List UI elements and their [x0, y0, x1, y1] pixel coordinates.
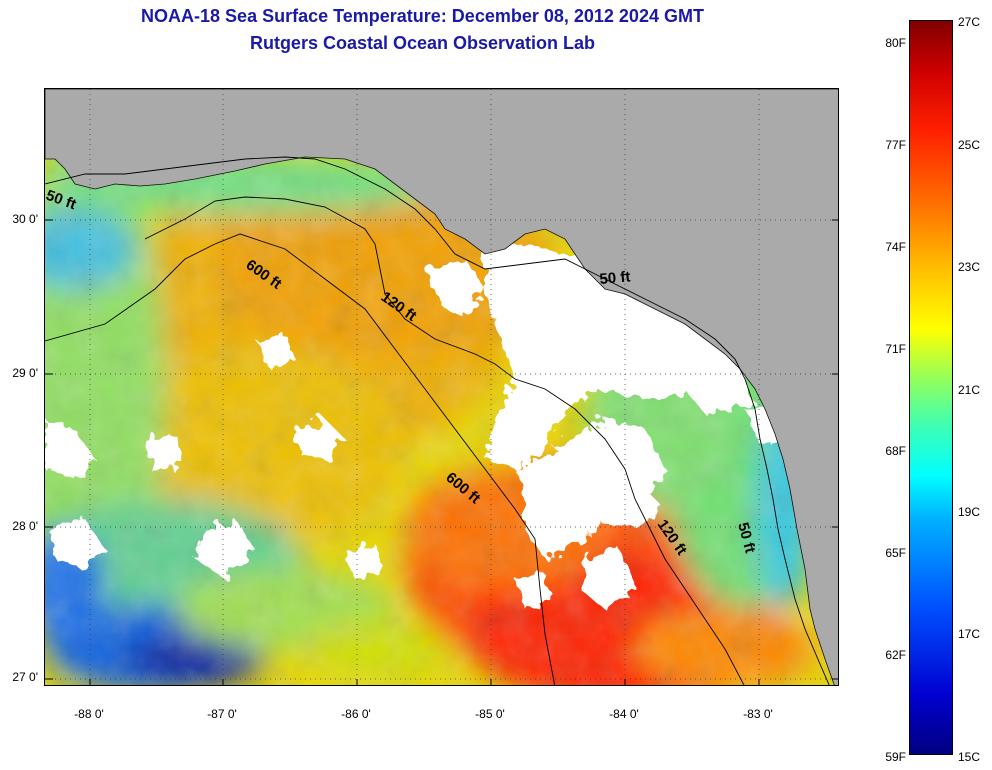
lon-label-87: -87 0': [207, 707, 237, 721]
lon-label-84: -84 0': [609, 707, 639, 721]
colorbar-c-label: 17C: [958, 627, 981, 641]
colorbar-f-label: 68F: [885, 444, 906, 458]
sst-map-graphic: 50 ft 600 ft 120 ft 50 ft 600 ft 120 ft …: [45, 89, 838, 685]
colorbar-f-label: 71F: [885, 342, 906, 356]
colorbar-f-label: 77F: [885, 138, 906, 152]
colorbar-f-label: 65F: [885, 546, 906, 560]
axis-ticks: [45, 219, 838, 685]
sst-map: 50 ft 600 ft 120 ft 50 ft 600 ft 120 ft …: [44, 88, 839, 686]
contour-600ft: [45, 233, 556, 685]
contour-120ft: [144, 196, 745, 685]
map-subtitle: Rutgers Coastal Ocean Observation Lab: [249, 33, 596, 53]
lat-label-29: 29 0': [12, 366, 38, 380]
map-title: NOAA-18 Sea Surface Temperature: Decembe…: [141, 6, 704, 26]
contour-label: 50 ft: [599, 268, 631, 288]
lon-label-83: -83 0': [743, 707, 773, 721]
colorbar-f-label: 59F: [885, 750, 906, 764]
lon-label-86: -86 0': [341, 707, 371, 721]
colorbar-c-label: 27C: [958, 15, 981, 29]
colorbar-f-label: 80F: [885, 36, 906, 50]
lat-label-30: 30 0': [12, 212, 38, 226]
colorbar-f-label: 74F: [885, 240, 906, 254]
land-mass: [45, 89, 838, 685]
lat-label-27: 27 0': [12, 670, 38, 684]
lat-label-28: 28 0': [12, 519, 38, 533]
colorbar-c-label: 23C: [958, 260, 981, 274]
colorbar-c-label: 25C: [958, 138, 981, 152]
temperature-colorbar: [909, 20, 953, 755]
colorbar-c-label: 15C: [958, 750, 981, 764]
colorbar-f-label: 62F: [885, 648, 906, 662]
lon-label-88: -88 0': [74, 707, 104, 721]
colorbar-c-label: 19C: [958, 505, 981, 519]
lon-label-85: -85 0': [475, 707, 505, 721]
colorbar-c-label: 21C: [958, 383, 981, 397]
bathymetry-contours: [45, 156, 830, 685]
contour-50ft: [45, 156, 830, 685]
